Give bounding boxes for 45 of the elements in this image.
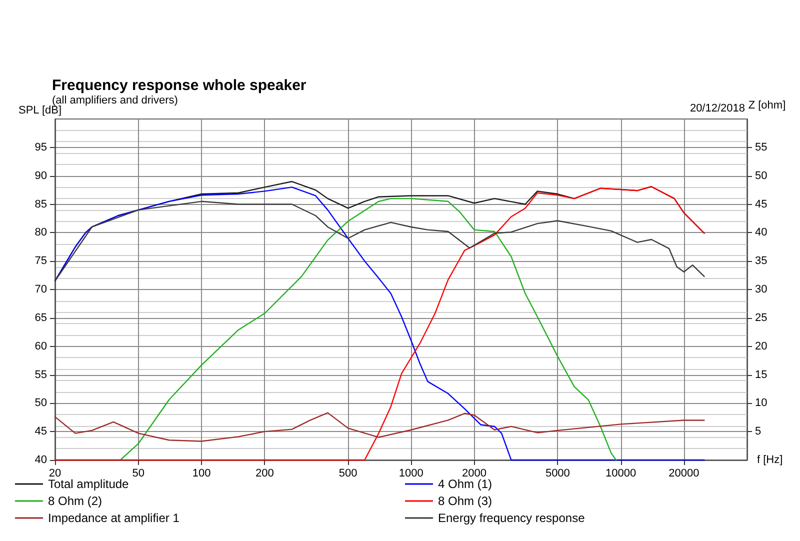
y2-tick-label: 15 — [755, 368, 768, 381]
x-tick-label: 20000 — [668, 468, 700, 480]
y-tick-label: 50 — [34, 397, 47, 410]
x-tick-label: 500 — [338, 468, 358, 480]
y2-tick-label: 5 — [755, 426, 762, 438]
y-axis-title: SPL [dB] — [18, 104, 62, 116]
y-tick-label: 85 — [34, 198, 47, 210]
y-tick-label: 45 — [34, 426, 47, 438]
legend-label: Impedance at amplifier 1 — [48, 511, 180, 525]
legend-label: 4 Ohm (1) — [438, 477, 492, 491]
x-tick-label: 20 — [48, 468, 62, 480]
y-tick-label: 70 — [34, 284, 47, 296]
y2-tick-label: 20 — [755, 340, 768, 352]
y-tick-label: 90 — [34, 170, 47, 182]
y2-tick-label: 30 — [755, 284, 768, 296]
legend-label: 8 Ohm (3) — [438, 494, 492, 508]
y-tick-label: 60 — [34, 340, 47, 352]
y-tick-label: 75 — [34, 255, 47, 268]
x-tick-label: 2000 — [462, 468, 487, 480]
y2-axis-title: Z [ohm] — [748, 100, 786, 112]
y2-tick-label: 50 — [755, 170, 768, 182]
y2-tick-label: 10 — [755, 397, 768, 410]
legend-label: 8 Ohm (2) — [48, 494, 102, 508]
y-tick-label: 55 — [34, 368, 47, 381]
text: 20/12/2018 — [690, 102, 746, 114]
x-tick-label: 1000 — [398, 468, 424, 480]
y-tick-label: 80 — [34, 226, 47, 239]
x-tick-label: 5000 — [545, 468, 570, 480]
y2-tick-label: 40 — [755, 226, 768, 239]
legend-label: Total amplitude — [48, 477, 130, 491]
y2-tick-label: 35 — [755, 255, 768, 268]
chart-subtitle: (all amplifiers and drivers) — [52, 94, 178, 106]
y-tick-label: 95 — [34, 141, 47, 154]
x-tick-label: 200 — [255, 468, 274, 480]
y2-tick-label: 25 — [755, 312, 768, 324]
x-tick-label: 50 — [132, 468, 145, 480]
y-tick-label: 40 — [34, 454, 47, 466]
legend-label: Energy frequency response — [438, 511, 586, 525]
chart-title: Frequency response whole speaker — [52, 77, 306, 94]
x-tick-label: 100 — [192, 468, 211, 480]
x-tick-label: 10000 — [605, 468, 636, 480]
y2-tick-label: 45 — [755, 198, 768, 210]
y-tick-label: 65 — [34, 312, 47, 324]
y2-tick-label: 55 — [755, 141, 768, 154]
x-axis-title: f [Hz] — [757, 454, 783, 466]
